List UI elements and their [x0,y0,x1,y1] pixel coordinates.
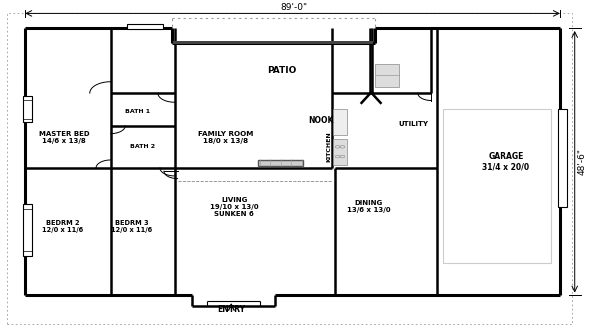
Text: FAMILY ROOM
18/0 x 13/8: FAMILY ROOM 18/0 x 13/8 [197,130,253,143]
Bar [375,64,399,87]
Bar [333,139,347,165]
Text: 48'-6": 48'-6" [578,148,587,175]
Bar [558,109,567,207]
Text: 89'-0": 89'-0" [280,3,308,12]
Text: ENTRY: ENTRY [217,305,245,314]
Text: GARAGE
31/4 x 20/0: GARAGE 31/4 x 20/0 [482,152,530,171]
Text: UTILITY: UTILITY [398,121,428,127]
Text: PATIO: PATIO [268,66,297,75]
Text: KITCHEN: KITCHEN [327,131,332,162]
Text: NOOK: NOOK [308,116,334,125]
Bar [258,160,303,166]
Bar [127,24,163,29]
Bar [333,109,347,135]
Text: BEDRM 2
12/0 x 11/6: BEDRM 2 12/0 x 11/6 [42,220,83,233]
Bar [173,41,373,44]
Bar [23,96,32,123]
Text: BATH 1: BATH 1 [125,110,150,115]
Bar [443,109,551,263]
Text: BATH 2: BATH 2 [130,144,155,149]
Text: MASTER BED
14/6 x 13/8: MASTER BED 14/6 x 13/8 [39,130,89,143]
Bar [23,204,32,256]
Text: LIVING
19/10 x 13/0
SUNKEN 6: LIVING 19/10 x 13/0 SUNKEN 6 [210,197,259,217]
Text: BEDRM 3
12/0 x 11/6: BEDRM 3 12/0 x 11/6 [111,220,152,233]
Text: DINING
13/6 x 13/0: DINING 13/6 x 13/0 [347,201,391,213]
